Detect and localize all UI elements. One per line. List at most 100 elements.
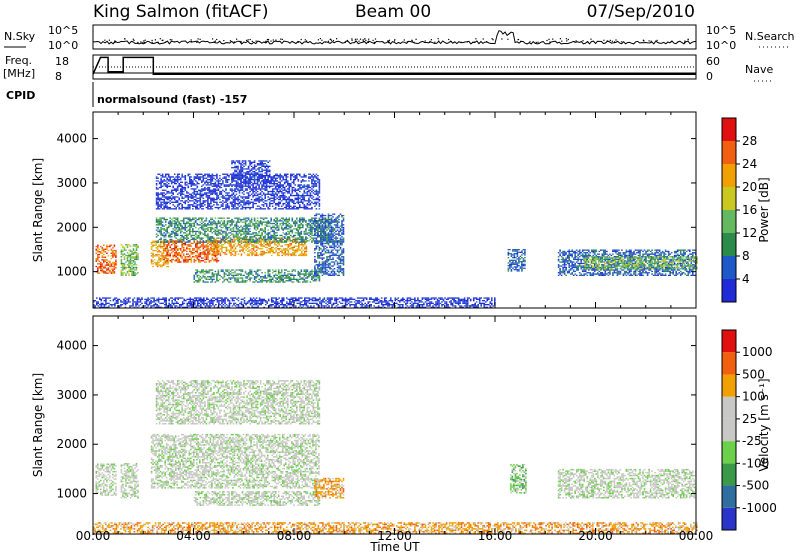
heatmap-cell xyxy=(299,249,302,251)
heatmap-cell xyxy=(246,201,248,203)
heatmap-cell xyxy=(184,225,187,227)
heatmap-cell xyxy=(273,270,275,273)
heatmap-cell xyxy=(190,253,193,255)
heatmap-cell xyxy=(176,200,179,202)
heatmap-cell xyxy=(157,188,159,190)
heatmap-cell xyxy=(318,192,321,194)
heatmap-cell xyxy=(292,254,294,257)
heatmap-cell xyxy=(112,255,114,257)
heatmap-cell xyxy=(267,193,269,195)
heatmap-cell xyxy=(219,233,221,235)
heatmap-cell xyxy=(283,173,286,175)
heatmap-cell xyxy=(164,197,167,199)
heatmap-cell xyxy=(161,257,163,260)
heatmap-cell xyxy=(315,197,318,199)
heatmap-cell xyxy=(239,237,241,239)
nsearch-dot xyxy=(365,39,367,42)
heatmap-cell xyxy=(227,241,229,243)
heatmap-cell xyxy=(213,222,215,225)
heatmap-cell xyxy=(283,274,286,276)
heatmap-cell xyxy=(277,175,280,177)
heatmap-cell xyxy=(241,269,244,271)
heatmap-cell xyxy=(297,274,300,276)
heatmap-cell xyxy=(294,179,297,181)
heatmap-cell xyxy=(271,281,274,283)
heatmap-cell xyxy=(244,177,247,179)
heatmap-cell xyxy=(309,281,312,283)
heatmap-cell xyxy=(201,188,203,190)
heatmap-cell xyxy=(246,180,248,182)
heatmap-cell xyxy=(300,196,303,198)
heatmap-cell xyxy=(192,237,194,239)
heatmap-cell xyxy=(123,268,126,270)
heatmap-cell xyxy=(237,206,239,209)
heatmap-cell xyxy=(231,233,233,235)
heatmap-cell xyxy=(306,185,309,187)
heatmap-cell xyxy=(122,268,124,270)
heatmap-cell xyxy=(216,173,218,175)
heatmap-cell xyxy=(184,261,187,263)
heatmap-cell xyxy=(207,204,209,206)
heatmap-cell xyxy=(176,205,179,207)
heatmap-cell xyxy=(122,250,124,253)
heatmap-cell xyxy=(252,202,254,205)
heatmap-cell xyxy=(251,244,253,246)
heatmap-cell xyxy=(309,225,312,227)
heatmap-cell xyxy=(231,218,233,221)
nsearch-dot xyxy=(327,40,330,42)
heatmap-cell xyxy=(179,190,182,193)
heatmap-cell xyxy=(204,229,206,231)
heatmap-cell xyxy=(259,198,262,201)
heatmap-cell xyxy=(312,274,315,276)
heatmap-cell xyxy=(190,184,193,186)
heatmap-cell xyxy=(216,278,218,280)
heatmap-cell xyxy=(134,272,136,274)
heatmap-cell xyxy=(206,245,208,247)
heatmap-cell xyxy=(264,208,266,210)
heatmap-cell xyxy=(167,261,169,264)
heatmap-cell xyxy=(302,179,304,181)
heatmap-cell xyxy=(255,179,257,181)
heatmap-cell xyxy=(249,201,251,203)
heatmap-cell xyxy=(244,202,247,205)
heatmap-cell xyxy=(282,228,284,230)
heatmap-cell xyxy=(204,276,206,278)
heatmap-cell xyxy=(264,274,266,276)
heatmap-cell xyxy=(175,254,177,257)
heatmap-cell xyxy=(293,180,295,182)
heatmap-cell xyxy=(262,237,265,239)
heatmap-cell xyxy=(287,188,289,190)
heatmap-cell xyxy=(290,177,292,179)
heatmap-cell xyxy=(296,194,298,197)
nsearch-dot xyxy=(448,38,450,41)
heatmap-cell xyxy=(123,262,126,265)
heatmap-cell xyxy=(169,208,171,210)
heatmap-cell xyxy=(157,220,159,222)
heatmap-cell xyxy=(273,196,275,198)
heatmap-cell xyxy=(291,188,294,190)
heatmap-cell xyxy=(125,244,127,246)
heatmap-cell xyxy=(225,205,227,207)
heatmap-cell xyxy=(274,220,277,222)
heatmap-cell xyxy=(276,225,278,227)
heatmap-cell xyxy=(250,184,253,186)
heatmap-cell xyxy=(269,250,271,253)
heatmap-cell xyxy=(265,281,268,283)
heatmap-cell xyxy=(268,238,271,241)
heatmap-cell xyxy=(279,250,282,253)
heatmap-cell xyxy=(287,220,289,222)
heatmap-cell xyxy=(201,238,203,241)
heatmap-cell xyxy=(208,221,211,223)
heatmap-cell xyxy=(273,176,275,178)
heatmap-cell xyxy=(274,281,277,283)
heatmap-cell xyxy=(246,244,249,246)
heatmap-cell xyxy=(301,242,303,245)
heatmap-cell xyxy=(199,200,202,202)
heatmap-cell xyxy=(264,202,266,205)
heatmap-cell xyxy=(290,240,292,242)
heatmap-cell xyxy=(131,265,133,267)
heatmap-cell xyxy=(132,268,135,270)
heatmap-cell xyxy=(128,253,130,255)
heatmap-cell xyxy=(292,241,294,243)
heatmap-cell xyxy=(244,225,247,227)
